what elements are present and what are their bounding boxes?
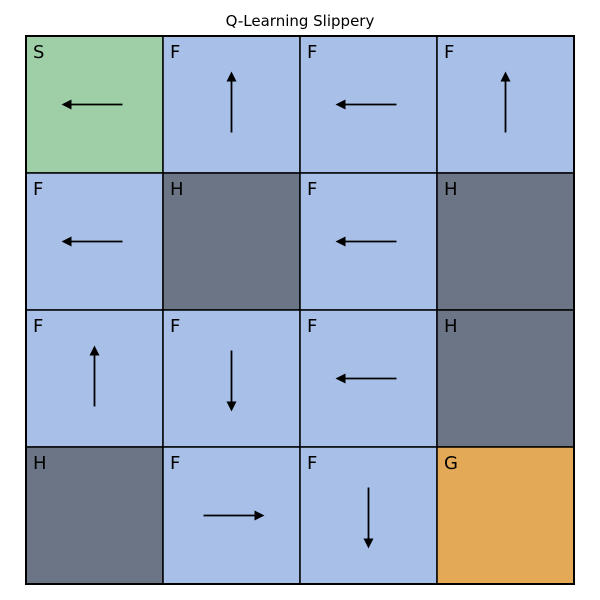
cell-label-r0c2: F: [307, 42, 317, 63]
cell-label-r3c2: F: [307, 453, 317, 474]
cell-label-r3c0: H: [33, 453, 47, 474]
cell-label-r1c0: F: [33, 179, 43, 200]
board-border: [25, 35, 575, 585]
cell-label-r1c1: H: [170, 179, 184, 200]
grid-cell-hole-r3c0: [25, 446, 164, 585]
cell-label-r2c2: F: [307, 316, 317, 337]
cell-label-r0c3: F: [444, 42, 454, 63]
cell-label-r2c0: F: [33, 316, 43, 337]
board-title: Q-Learning Slippery: [225, 12, 375, 30]
cell-label-r0c0: S: [33, 42, 44, 63]
grid-cell-hole-r2c3: [436, 309, 575, 448]
cell-label-r1c2: F: [307, 179, 317, 200]
cell-label-r0c1: F: [170, 42, 180, 63]
grid-cell-hole-r1c1: [162, 172, 301, 311]
cell-label-r1c3: H: [444, 179, 458, 200]
cell-label-r3c3: G: [444, 453, 458, 474]
grid-cell-goal-r3c3: [436, 446, 575, 585]
grid-cell-hole-r1c3: [436, 172, 575, 311]
cell-label-r3c1: F: [170, 453, 180, 474]
cell-label-r2c1: F: [170, 316, 180, 337]
cell-label-r2c3: H: [444, 316, 458, 337]
